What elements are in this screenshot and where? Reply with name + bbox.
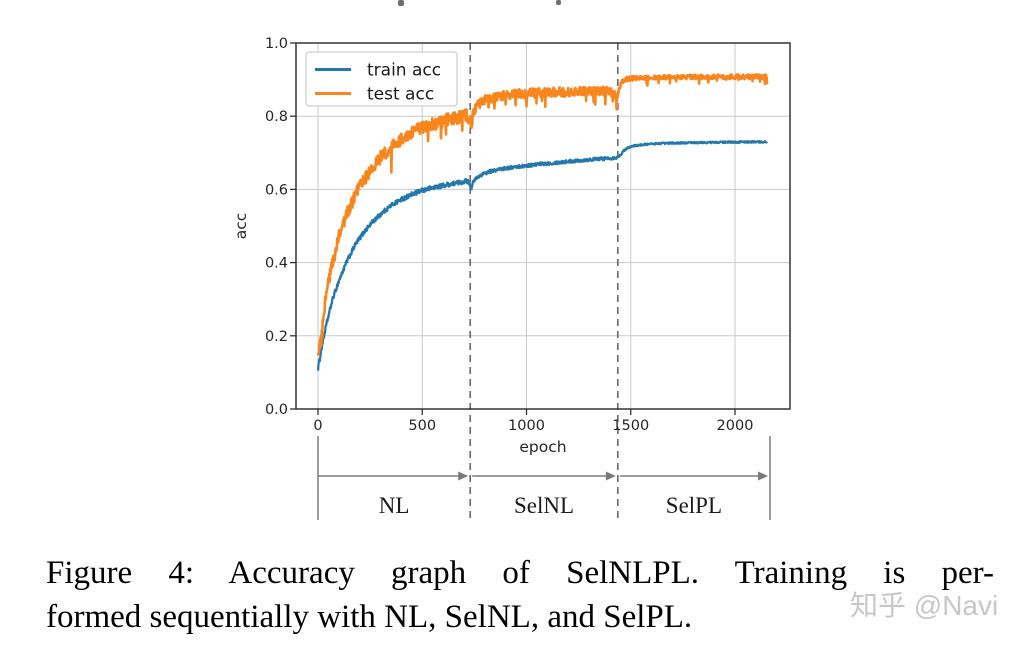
y-tick-label: 0.4 (265, 256, 288, 272)
cropped-text-artifact (556, 0, 561, 5)
plot-frame (295, 42, 791, 410)
figure-caption: Figure 4: Accuracy graph of SelNLPL. Tra… (46, 551, 994, 639)
figure-caption-line2: formed sequentially with NL, SelNL, and … (46, 599, 693, 635)
x-axis-label: epoch (519, 438, 566, 456)
series-line-train-acc (316, 139, 768, 371)
phase-label: SelPL (666, 493, 722, 518)
x-tick-label: 500 (408, 418, 436, 434)
series-line-test-acc (316, 73, 769, 356)
phase-label: SelNL (514, 493, 574, 518)
figure-caption-line1: Figure 4: Accuracy graph of SelNLPL. Tra… (46, 555, 994, 591)
watermark-text: 知乎 @Navi (850, 590, 999, 621)
x-tick-label: 0 (313, 418, 322, 434)
legend-label: test acc (367, 85, 434, 105)
y-tick-label: 1.0 (265, 36, 288, 52)
legend-label: train acc (367, 61, 441, 81)
x-tick-label: 1000 (508, 418, 545, 434)
cropped-text-artifact (398, 0, 404, 6)
phase-label: NL (379, 493, 410, 518)
y-tick-label: 0.8 (265, 109, 288, 125)
x-tick-label: 2000 (717, 418, 754, 434)
phase-arrowhead (458, 471, 469, 481)
phase-arrowhead (605, 471, 616, 481)
y-tick-label: 0.6 (265, 182, 288, 198)
y-tick-label: 0.0 (265, 402, 288, 418)
x-tick-label: 1500 (612, 418, 649, 434)
phase-arrowhead (758, 471, 768, 481)
y-axis-label: acc (232, 213, 250, 240)
y-tick-label: 0.2 (265, 329, 288, 345)
